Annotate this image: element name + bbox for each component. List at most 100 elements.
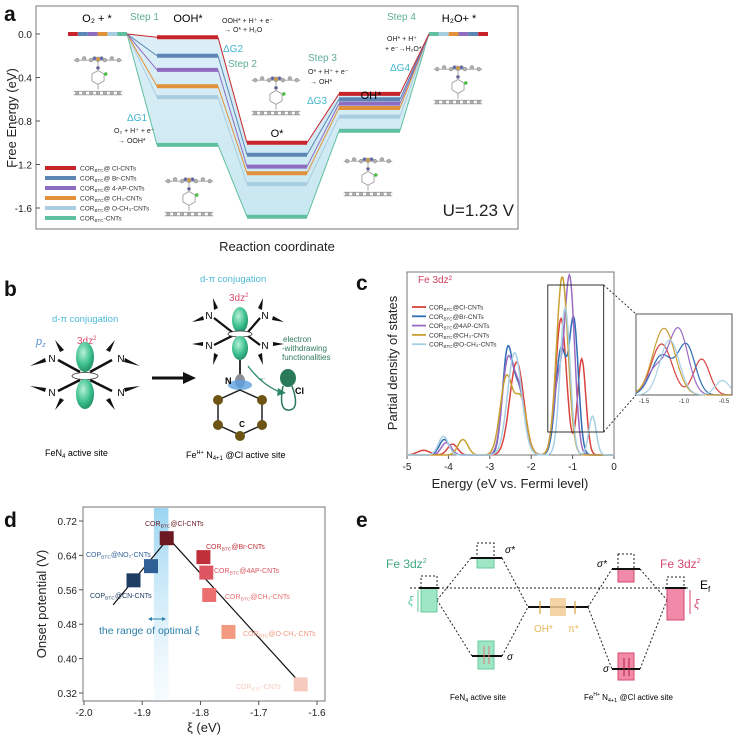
transition-line — [399, 33, 430, 95]
data-point — [293, 677, 308, 692]
step-label: Step 2 — [228, 59, 257, 70]
label-part: @Cl-CNTs — [170, 521, 204, 528]
fe-n41-cl-site-diagram: d-π conjugation 3dz2 N N N N N — [186, 274, 330, 462]
y-axis-label: Partial density of states — [385, 295, 400, 430]
label-part: BTC — [161, 524, 171, 530]
label-part: COR — [80, 206, 95, 213]
potential-annotation: U=1.23 V — [443, 201, 515, 220]
conjugation-label: d-π conjugation — [200, 274, 266, 285]
sigma-band — [617, 652, 635, 681]
equation: → OH* — [310, 79, 332, 86]
orbital-label: 3dz2 — [77, 336, 97, 347]
fit-line — [168, 537, 306, 690]
fe-orbital-label: Fe 3dz2 — [660, 557, 701, 571]
label-part: COR — [243, 631, 259, 638]
series-cl — [68, 32, 488, 145]
xi-label: ξ — [694, 597, 700, 611]
nitrogen-atom: N — [205, 341, 212, 352]
equation: → O* + H₂O — [224, 27, 263, 34]
series-label: CORBTC@CH₃-CNTs — [225, 594, 290, 603]
inset-curve — [635, 339, 732, 396]
y-tick-label: 0.32 — [58, 689, 78, 700]
x-tick-label: -1.7 — [250, 708, 268, 719]
site-caption: FeN4 active site — [45, 448, 108, 460]
state-label: O₂ + * — [82, 13, 112, 25]
label-part: COR — [80, 186, 95, 193]
series-label: CORBTC@ Cl-CNTs — [80, 166, 137, 174]
transition-line — [126, 33, 158, 98]
sigma-label: σ — [603, 664, 610, 675]
step-label: Step 4 — [387, 12, 416, 23]
equation: + e⁻→H₂O* — [385, 46, 422, 53]
delta-g-label: ΔG2 — [223, 44, 243, 55]
x-axis-label: Reaction coordinate — [219, 239, 335, 254]
chart-title: Fe 3dz² — [418, 275, 453, 286]
transition-line — [217, 55, 248, 155]
inset-curve — [635, 327, 732, 396]
arrow-head — [148, 617, 152, 621]
series-label: CORBTC-CNTs — [80, 216, 122, 224]
panel-label: b — [4, 278, 17, 301]
fe-band — [420, 587, 438, 613]
nitrogen-atom: N — [117, 388, 124, 399]
sigma-star-label: σ* — [597, 559, 608, 570]
transition-line — [306, 99, 340, 155]
panel-c: c -5 -4 -3 -2 -1 0 -1.5 -1.0 -0.5 Fe 3dz² Partia… — [356, 271, 733, 491]
optimal-range-band — [153, 508, 169, 700]
oh-band — [550, 598, 566, 616]
y-tick-label: 0.48 — [58, 620, 78, 631]
nitrogen-atom: N — [261, 311, 268, 322]
series-label: CORBTC-CNTs — [236, 684, 281, 693]
panel-e: e Fe 3dz2 ξ σ* σ OH* π* σ* σ — [356, 509, 711, 704]
label-part: @NO₂-CNTs — [111, 552, 151, 559]
y-tick-label: 0.72 — [58, 517, 78, 528]
x-tick-label: 0 — [611, 462, 617, 473]
label-part: BTC — [443, 326, 453, 331]
data-point — [126, 573, 141, 588]
xi-label: ξ — [408, 594, 414, 608]
label-part: BTC — [252, 687, 262, 693]
label-part: COR — [429, 314, 444, 321]
molecule-structure — [164, 177, 214, 217]
plot-frame — [35, 5, 519, 230]
energy-range-fill — [68, 34, 488, 217]
label-part: BTC — [241, 597, 251, 603]
inset-tick-label: -0.5 — [719, 399, 730, 405]
orbital-lobe — [76, 342, 94, 372]
series-label: CORBTC@ CH₃-CNTs — [80, 196, 143, 204]
label-part: COR — [429, 305, 444, 312]
zoom-connector — [603, 284, 637, 315]
fermi-label: Ef — [700, 578, 711, 594]
series-label: CORBTC@O-CH₃-CNTs — [243, 631, 316, 640]
y-tick-label: 0.56 — [58, 586, 78, 597]
oh-label: OH* — [534, 624, 553, 635]
site-caption: FeN4 active site — [450, 693, 507, 704]
y-axis-label: Onset potential (V) — [34, 550, 49, 658]
orbital-lobe — [232, 307, 248, 333]
cl-orbital — [280, 369, 296, 387]
transition-line — [126, 33, 158, 87]
label-part: @4AP-CNTs — [239, 568, 279, 575]
transition-line — [217, 69, 248, 167]
series-label: CORBTC@ Br-CNTs — [80, 176, 137, 184]
label-part: @ O-CH₃-CNTs — [104, 206, 150, 213]
state-label: OH* — [361, 90, 383, 102]
sigma-label: σ — [507, 652, 514, 663]
equation: OOH* + H⁺ + e⁻ — [222, 18, 273, 25]
label-part: @O-CH₃-CNTs — [453, 342, 498, 349]
label-part: COR — [80, 176, 95, 183]
transition-line — [126, 33, 158, 57]
label-part: @CH₃-CNTs — [453, 332, 490, 339]
label-part: @ 4-AP-CNTs — [104, 186, 146, 193]
transition-line — [306, 103, 340, 167]
state-label: OOH* — [173, 13, 203, 25]
fit-line — [112, 537, 169, 606]
x-tick-label: -2 — [527, 462, 536, 473]
nitrogen-atom: N — [225, 376, 232, 386]
y-tick-label: -1.6 — [15, 204, 33, 215]
panel-a: a 0.0 -0.4 -0.8 -1.2 -1.6 Free Energy (eV) R… — [4, 3, 519, 254]
transition-line — [217, 144, 248, 217]
series-label: CORBTC@ O-CH₃-CNTs — [80, 206, 150, 214]
label-part: BTC — [94, 178, 104, 183]
